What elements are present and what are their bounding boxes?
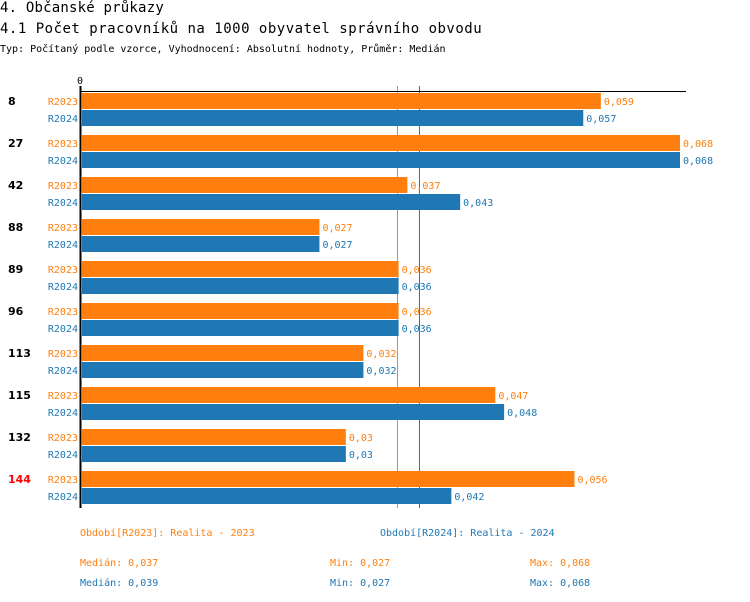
series-label: R2023	[48, 265, 78, 276]
series-label: R2024	[48, 156, 78, 167]
chart-title: 4.1 Počet pracovníků na 1000 obyvatel sp…	[0, 21, 483, 37]
bar-r2024	[82, 194, 461, 210]
category-label: 89	[8, 263, 23, 276]
series-label: R2024	[48, 282, 78, 293]
bar-r2023	[82, 93, 601, 109]
legend-r2024: Období[R2024]: Realita - 2024	[380, 528, 555, 539]
value-label: 0,068	[683, 139, 713, 150]
value-label: 0,057	[586, 114, 616, 125]
series-label: R2024	[48, 198, 78, 209]
bar-r2024	[82, 404, 505, 420]
category-label: 27	[8, 137, 23, 150]
value-label: 0,027	[322, 240, 352, 251]
category-label: 8	[8, 95, 16, 108]
max-r2024: Max: 0,068	[530, 578, 591, 589]
value-label: 0,047	[498, 391, 528, 402]
series-label: R2023	[48, 391, 78, 402]
min-r2024: Min: 0,027	[330, 578, 391, 589]
value-label: 0,042	[454, 492, 484, 503]
bar-r2024	[82, 236, 320, 252]
bar-r2023	[82, 429, 346, 445]
series-label: R2023	[48, 433, 78, 444]
category-label: 96	[8, 305, 24, 318]
value-label: 0,036	[402, 307, 432, 318]
category-label: 115	[8, 389, 31, 402]
value-label: 0,048	[507, 408, 537, 419]
series-label: R2024	[48, 492, 78, 503]
value-label: 0,03	[349, 450, 373, 461]
series-label: R2023	[48, 139, 78, 150]
series-label: R2024	[48, 114, 78, 125]
series-label: R2023	[48, 475, 78, 486]
median-r2023: Medián: 0,037	[80, 558, 159, 569]
category-label: 144	[8, 473, 31, 486]
bar-r2024	[82, 152, 680, 168]
min-r2023: Min: 0,027	[330, 558, 391, 569]
category-label: 88	[8, 221, 23, 234]
value-label: 0,043	[463, 198, 493, 209]
value-label: 0,036	[402, 265, 432, 276]
value-label: 0,056	[577, 475, 607, 486]
bar-r2023	[82, 387, 496, 403]
value-label: 0,027	[322, 223, 352, 234]
legend-r2023-label: Období[R2023]: Realita - 2023	[80, 528, 255, 539]
series-label: R2024	[48, 366, 78, 377]
value-label: 0,032	[366, 366, 396, 377]
series-label: R2023	[48, 349, 78, 360]
value-label: 0,036	[402, 282, 432, 293]
bar-r2024	[82, 488, 452, 504]
bar-r2024	[82, 446, 346, 462]
value-label: 0,03	[349, 433, 373, 444]
value-label: 0,036	[402, 324, 432, 335]
bar-r2023	[82, 261, 399, 277]
category-label: 113	[8, 347, 31, 360]
legend-r2024-label: Období[R2024]: Realita - 2024	[380, 528, 555, 539]
median-r2024: Medián: 0,039	[80, 578, 159, 589]
value-label: 0,059	[604, 97, 634, 108]
category-label: 132	[8, 431, 31, 444]
legend-r2023: Období[R2023]: Realita - 2023	[80, 528, 255, 539]
value-label: 0,032	[366, 349, 396, 360]
series-label: R2024	[48, 450, 78, 461]
category-label: 42	[8, 179, 23, 192]
series-label: R2023	[48, 223, 78, 234]
section-title: 4. Občanské průkazy	[0, 0, 164, 16]
series-label: R2024	[48, 240, 78, 251]
series-label: R2023	[48, 307, 78, 318]
chart-subtitle: Typ: Počítaný podle vzorce, Vyhodnocení:…	[0, 44, 446, 55]
value-label: 0,068	[683, 156, 713, 167]
bar-r2023	[82, 345, 364, 361]
bar-r2024	[82, 110, 584, 126]
bar-r2023	[82, 303, 399, 319]
series-label: R2024	[48, 324, 78, 335]
bar-r2024	[82, 362, 364, 378]
bar-r2023	[82, 471, 575, 487]
series-label: R2023	[48, 181, 78, 192]
x-axis-zero-tick: 0	[77, 76, 83, 87]
series-label: R2024	[48, 408, 78, 419]
bar-r2023	[82, 135, 680, 151]
bar-r2024	[82, 320, 399, 336]
max-r2023: Max: 0,068	[530, 558, 591, 569]
series-label: R2023	[48, 97, 78, 108]
bar-r2023	[82, 219, 320, 235]
value-label: 0,037	[410, 181, 440, 192]
bar-r2024	[82, 278, 399, 294]
bar-r2023	[82, 177, 408, 193]
